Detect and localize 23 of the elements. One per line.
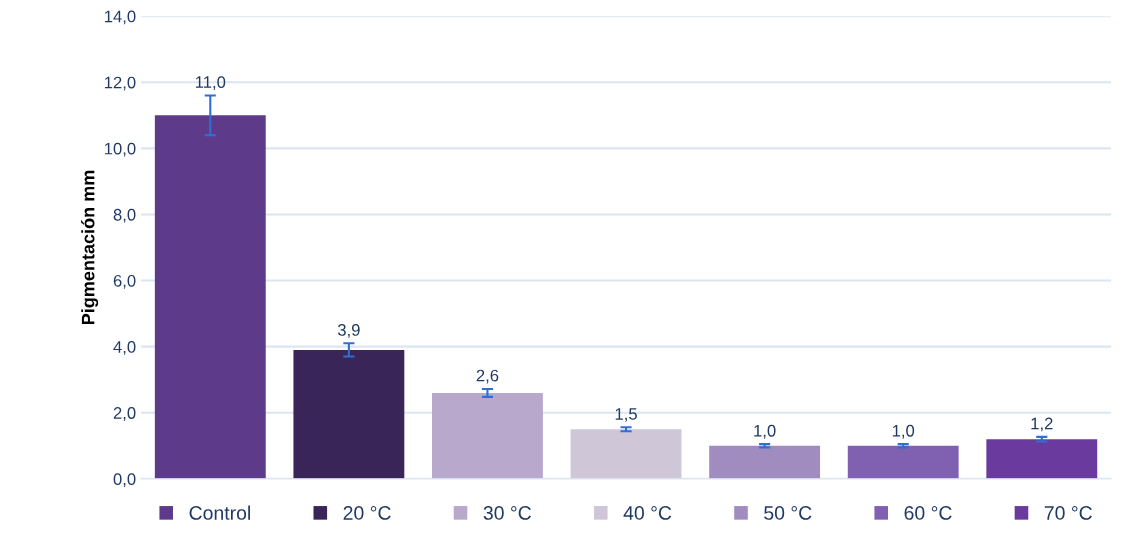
- y-tick-label: 6,0: [113, 274, 136, 289]
- legend-label: 60 °C: [904, 506, 952, 520]
- legend-label: 40 °C: [623, 506, 672, 520]
- y-tick-label: 10,0: [104, 142, 136, 157]
- data-label: 11,0: [195, 76, 226, 90]
- data-label: 3,9: [337, 324, 360, 338]
- legend-label: 70 °C: [1044, 506, 1092, 520]
- data-label: 1,5: [615, 408, 637, 422]
- legend-label: 50 °C: [764, 506, 812, 520]
- y-tick-label: 14,0: [104, 10, 136, 25]
- legend-label: Control: [189, 505, 250, 520]
- legend-label: 30 °C: [483, 506, 531, 520]
- data-label: 2,6: [476, 369, 499, 384]
- legend-label: 20 °C: [343, 506, 391, 520]
- y-tick-label: 12,0: [104, 76, 136, 91]
- data-label: 1,2: [1031, 417, 1053, 432]
- y-tick-label: 2,0: [113, 407, 136, 421]
- y-tick-label: 0,0: [113, 473, 136, 487]
- y-axis-title: Pigmentación mm: [81, 170, 99, 325]
- data-label: 1,0: [754, 424, 776, 439]
- y-tick-label: 8,0: [113, 208, 136, 223]
- data-label: 1,0: [892, 424, 915, 439]
- y-tick-label: 4,0: [113, 341, 136, 355]
